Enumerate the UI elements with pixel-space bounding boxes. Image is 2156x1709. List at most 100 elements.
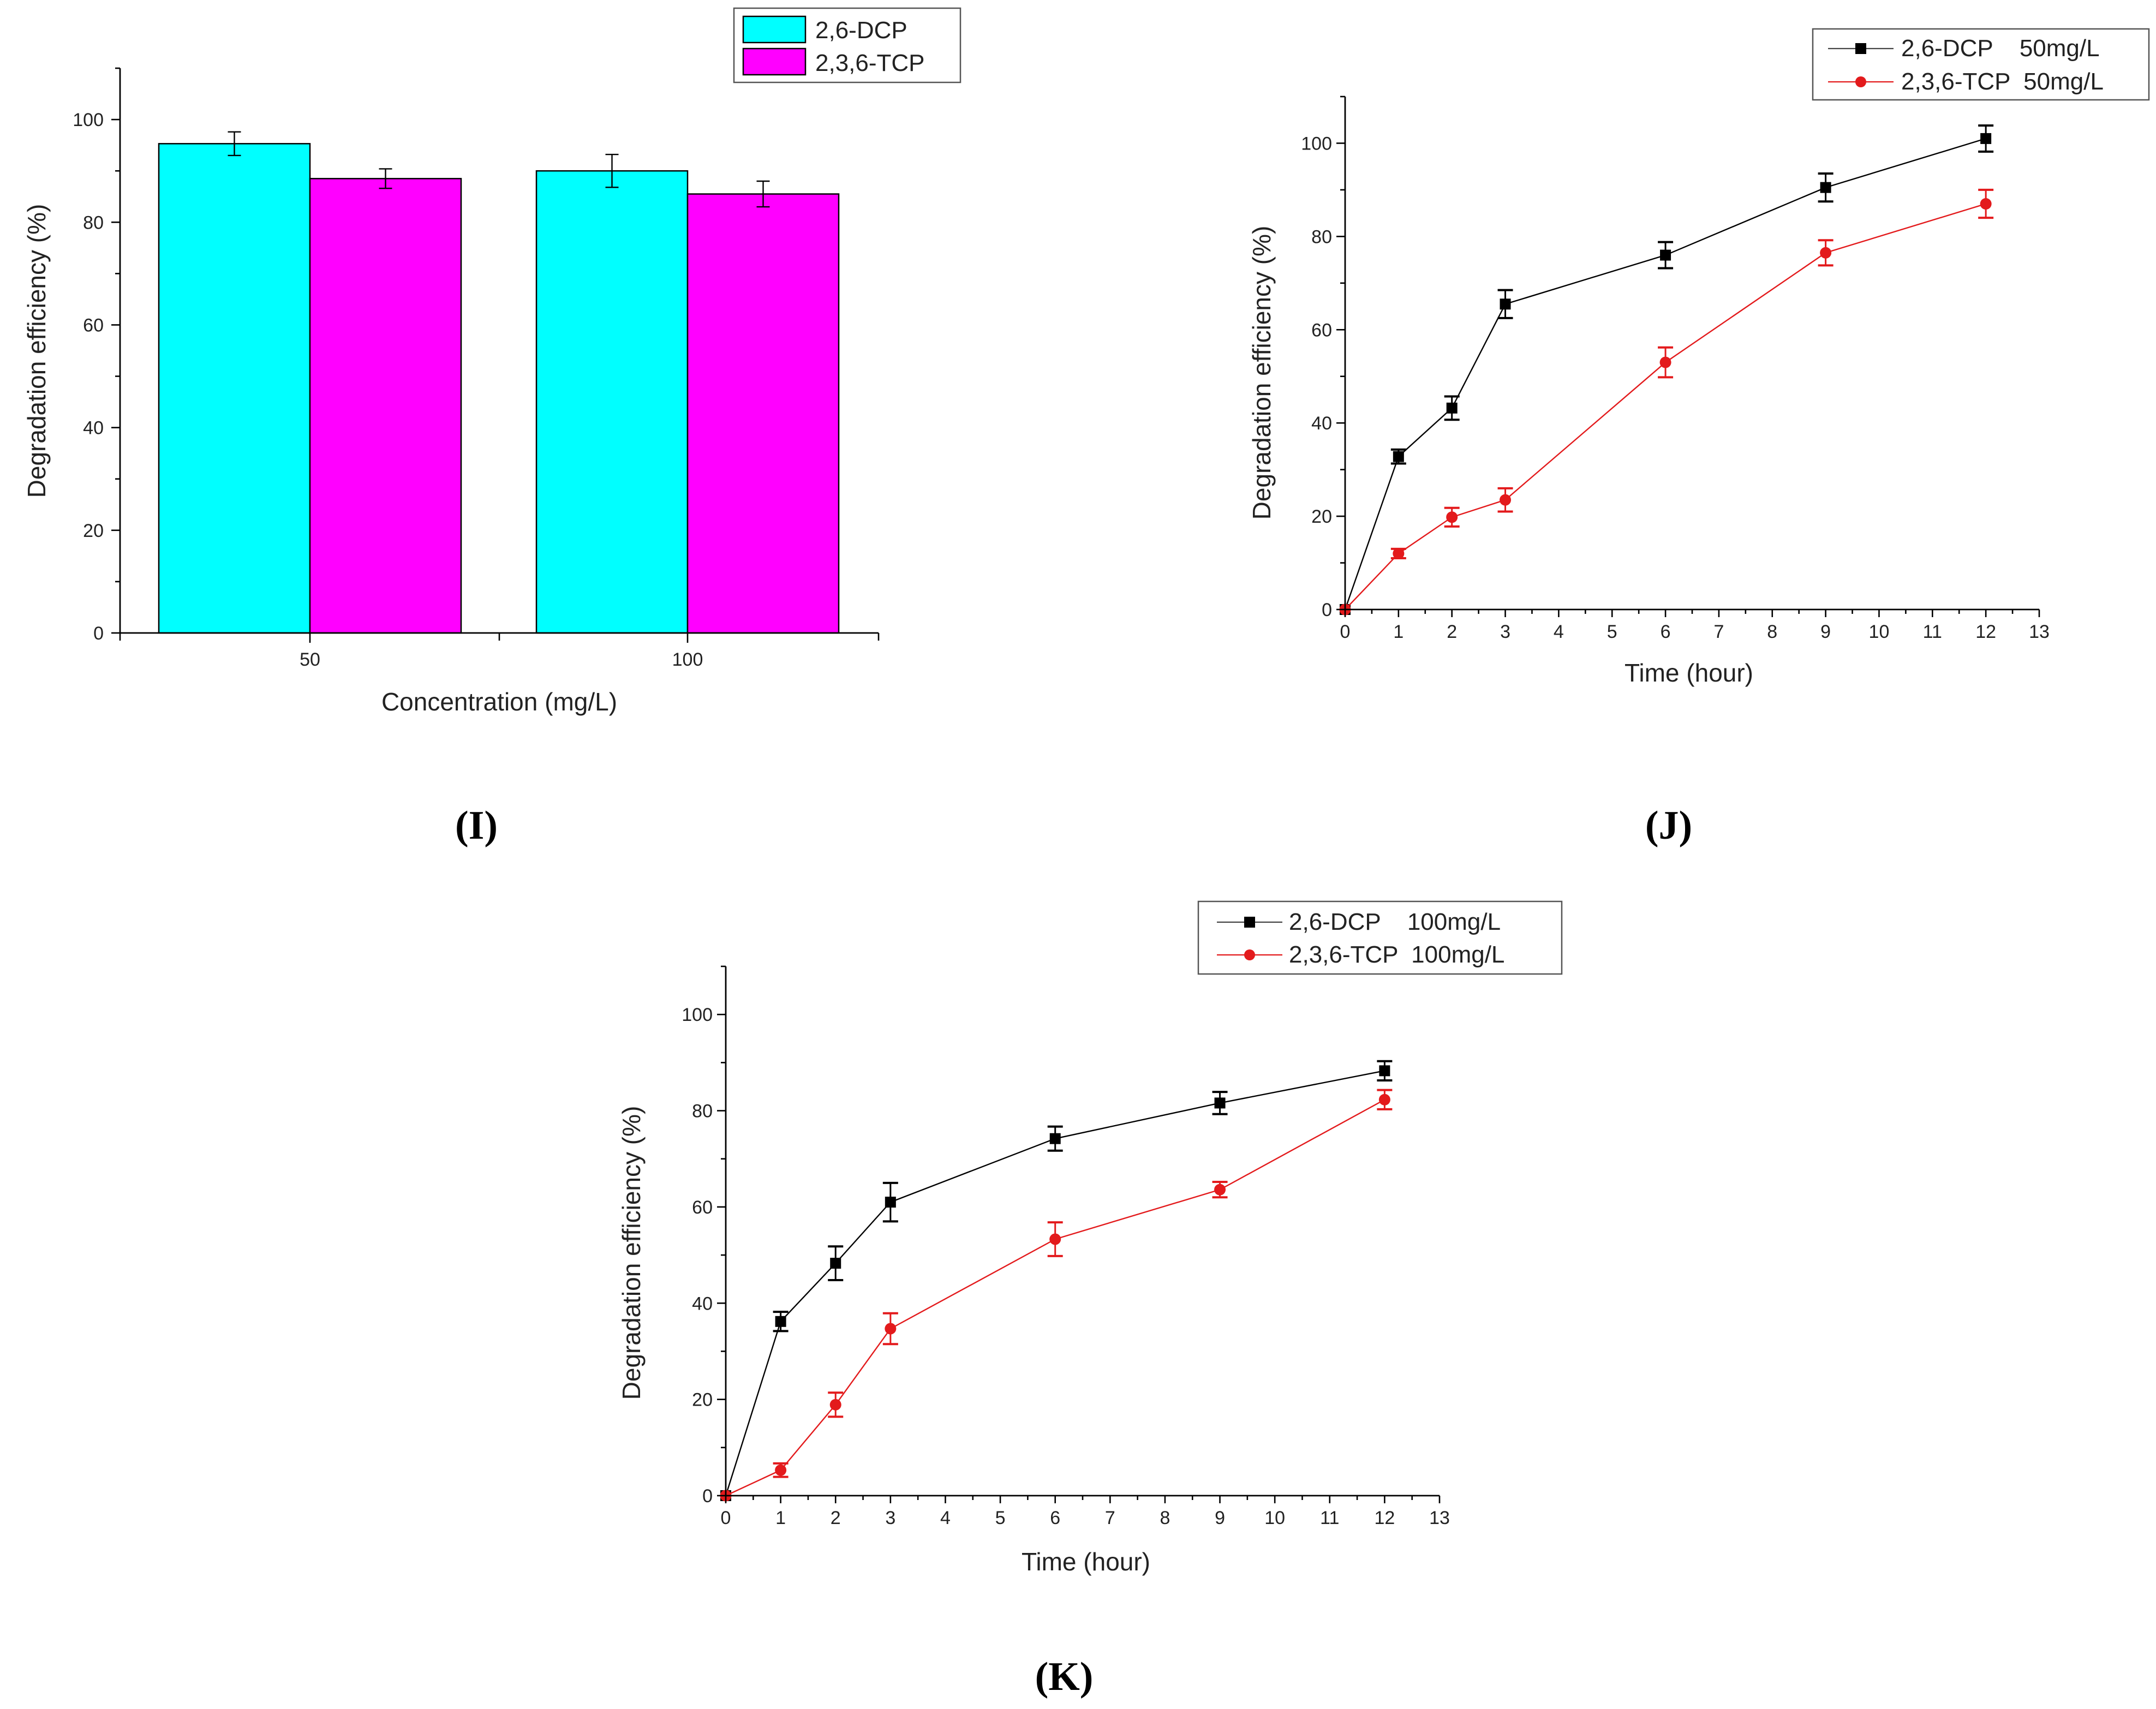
legend-panel-k: 2,6-DCP 100mg/L 2,3,6-TCP 100mg/L: [1197, 900, 1563, 975]
y-tick-label: 20: [1311, 506, 1332, 527]
x-tick-label: 50: [300, 649, 320, 670]
data-point-tcp: [1446, 511, 1458, 523]
bar-marks: [158, 131, 840, 634]
data-point-dcp: [1820, 182, 1831, 193]
line-marks: [1339, 124, 1994, 616]
y-tick-label: 20: [83, 521, 104, 541]
x-tick-label: 7: [1713, 622, 1724, 642]
x-tick-label: 10: [1869, 622, 1890, 642]
x-tick-label: 13: [2029, 622, 2050, 642]
data-point-dcp: [1049, 1133, 1061, 1144]
x-tick-label: 0: [1340, 622, 1351, 642]
x-tick-label: 4: [940, 1508, 951, 1528]
data-point-tcp: [1659, 356, 1671, 368]
legend-marker-tcp: [1244, 949, 1255, 960]
bar-tcp-100: [686, 193, 840, 634]
data-point-tcp: [1980, 198, 1992, 210]
y-axis-title: Degradation efficiency (%): [617, 1106, 646, 1400]
legend-marker-dcp: [1244, 917, 1255, 928]
x-tick-label: 5: [995, 1508, 1006, 1528]
legend-panel-j: 2,6-DCP 50mg/L 2,3,6-TCP 50mg/L: [1812, 28, 2150, 101]
bar-chart-panel-i: 2,6-DCP 2,3,6-TCP 0 20 40 60 80 100 50 100 Degr…: [22, 7, 961, 848]
legend-label-tcp: 2,3,6-TCP: [815, 50, 925, 76]
legend-marker-tcp: [1855, 76, 1866, 87]
legend-panel-i: 2,6-DCP 2,3,6-TCP: [733, 7, 961, 83]
x-tick-label: 4: [1554, 622, 1564, 642]
x-axis-title: Concentration (mg/L): [381, 688, 617, 716]
data-point-tcp: [1820, 247, 1832, 259]
y-tick-label: 20: [692, 1390, 713, 1411]
legend-swatch-dcp: [742, 15, 807, 44]
legend-marker-dcp: [1855, 43, 1866, 54]
y-tick-label: 80: [692, 1101, 713, 1122]
data-point-dcp: [1980, 133, 1992, 144]
series-line-tcp: [725, 1099, 1385, 1497]
x-axis-title: Time (hour): [1625, 659, 1753, 687]
legend-label-tcp: 2,3,6-TCP 100mg/L: [1289, 941, 1504, 968]
y-tick-label: 100: [682, 1005, 713, 1025]
data-point-dcp: [775, 1316, 786, 1327]
x-tick-label: 6: [1661, 622, 1671, 642]
panel-label-j: (J): [1645, 803, 1692, 848]
bar-dcp-100: [535, 170, 689, 634]
y-tick-label: 100: [73, 110, 104, 130]
y-axis-title: Degradation efficiency (%): [22, 204, 51, 498]
legend-label-dcp: 2,6-DCP 50mg/L: [1901, 35, 2100, 62]
legend-swatch-tcp: [742, 47, 807, 76]
bar-dcp-50: [158, 143, 311, 634]
data-point-tcp: [1393, 547, 1405, 559]
axes: 0 20 40 60 80 100 50 100: [73, 67, 880, 670]
x-tick-label: 0: [721, 1508, 731, 1528]
data-point-dcp: [1379, 1065, 1390, 1077]
x-tick-label: 3: [885, 1508, 895, 1528]
x-tick-label: 13: [1429, 1508, 1450, 1528]
x-tick-label: 3: [1500, 622, 1510, 642]
data-point-dcp: [1393, 451, 1404, 462]
legend-label-tcp: 2,3,6-TCP 50mg/L: [1901, 68, 2104, 95]
x-tick-label: 7: [1105, 1508, 1115, 1528]
y-tick-label: 80: [83, 212, 104, 233]
x-tick-label: 8: [1767, 622, 1777, 642]
x-tick-label: 12: [1374, 1508, 1395, 1528]
x-tick-label: 11: [1923, 622, 1942, 642]
x-tick-label: 11: [1320, 1508, 1339, 1528]
y-tick-label: 80: [1311, 226, 1332, 247]
x-tick-label: 100: [672, 649, 703, 670]
y-tick-label: 100: [1301, 133, 1332, 154]
data-point-dcp: [1214, 1097, 1226, 1109]
bar-tcp-50: [309, 178, 462, 634]
data-point-tcp: [1500, 494, 1512, 506]
x-tick-label: 2: [1447, 622, 1457, 642]
data-point-tcp: [775, 1464, 787, 1476]
line-chart-panel-k: 2,6-DCP 100mg/L 2,3,6-TCP 100mg/L 0 20 40 6…: [617, 900, 1563, 1699]
x-tick-label: 10: [1264, 1508, 1285, 1528]
x-tick-label: 1: [775, 1508, 786, 1528]
line-chart-panel-j: 2,6-DCP 50mg/L 2,3,6-TCP 50mg/L 02040608…: [1247, 28, 2150, 848]
legend-label-dcp: 2,6-DCP: [815, 17, 907, 44]
y-tick-label: 60: [692, 1197, 713, 1218]
y-tick-label: 40: [1311, 413, 1332, 434]
y-tick-label: 40: [692, 1293, 713, 1314]
x-tick-label: 5: [1607, 622, 1617, 642]
panel-label-i: (I): [455, 803, 498, 848]
x-tick-label: 2: [831, 1508, 841, 1528]
data-point-dcp: [1446, 402, 1458, 414]
legend-box: [1812, 28, 2150, 101]
y-axis-title: Degradation efficiency (%): [1247, 226, 1276, 520]
x-tick-label: 1: [1393, 622, 1404, 642]
y-tick-label: 0: [1322, 600, 1332, 620]
data-point-dcp: [1500, 298, 1511, 310]
x-tick-label: 9: [1215, 1508, 1225, 1528]
data-point-dcp: [885, 1197, 896, 1208]
panel-label-k: (K): [1035, 1654, 1094, 1699]
y-tick-label: 60: [83, 315, 104, 336]
data-point-dcp: [1660, 249, 1671, 261]
data-point-dcp: [830, 1258, 841, 1269]
x-tick-label: 12: [1975, 622, 1996, 642]
y-tick-label: 60: [1311, 320, 1332, 340]
x-tick-label: 6: [1050, 1508, 1060, 1528]
x-axis-title: Time (hour): [1022, 1547, 1150, 1576]
